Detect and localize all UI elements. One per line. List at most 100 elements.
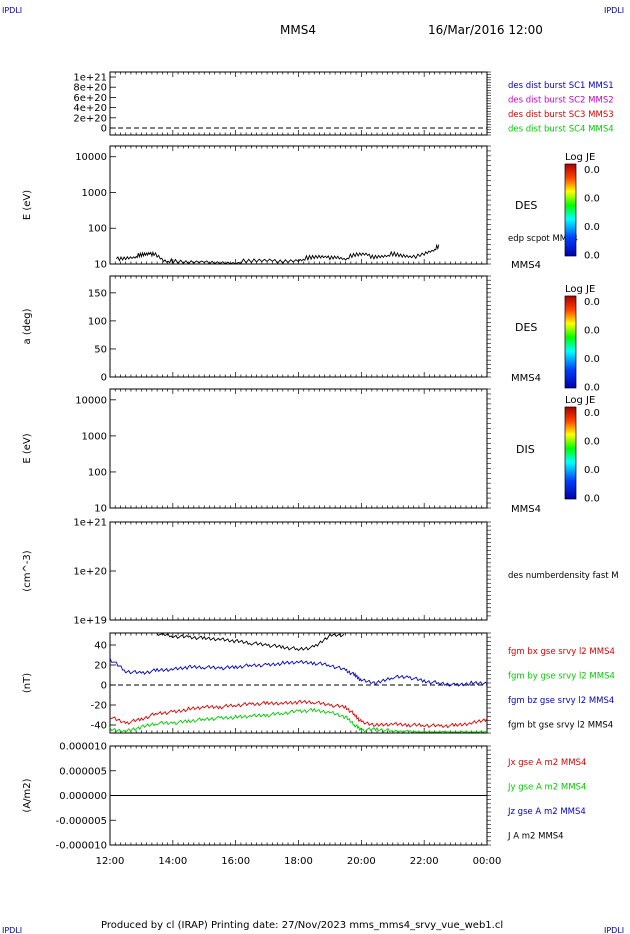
y-tick-label: 1e+20: [73, 567, 107, 578]
colorbar-tick-label: 0.0: [584, 408, 600, 419]
corner-label-tr: IPDLI: [604, 6, 624, 15]
legend-entry: Jx gse A m2 MMS4: [507, 758, 586, 768]
legend-entry: Jz gse A m2 MMS4: [507, 807, 586, 817]
colorbar-des-pitch: [564, 295, 577, 389]
y-tick-label: 1e+21: [73, 73, 107, 84]
fgm-series-line: [109, 658, 488, 687]
y-tick-label: 10: [94, 504, 107, 515]
y-tick-label: 4e+20: [73, 103, 107, 114]
colorbar-tick-label: 0.0: [584, 194, 600, 205]
legend-entry: des numberdensity fast M: [508, 571, 619, 581]
colorbar-title: Log JE: [565, 395, 595, 406]
y-tick-label: 20: [94, 661, 107, 672]
colorbar-tick-label: 0.0: [584, 165, 600, 176]
legend-entry: des dist burst SC2 MMS2: [508, 96, 614, 106]
panel-frame: [109, 145, 488, 265]
colorbar-des-energy: [564, 163, 577, 257]
y-tick-label: 0: [101, 681, 107, 692]
y-tick-label: 0: [101, 373, 107, 384]
y-axis-label-dis-energy: E (eV): [22, 433, 33, 463]
colorbar-title: Log JE: [565, 284, 595, 295]
colorbar-tick-label: 0.0: [584, 297, 600, 308]
y-tick-label: 1e+21: [73, 518, 107, 529]
colorbar-tick-label: 0.0: [584, 383, 600, 394]
y-tick-label: 100: [88, 224, 107, 235]
panel-label-des: DES: [515, 199, 537, 212]
x-tick-label: 00:00: [473, 856, 502, 867]
x-tick-label: 20:00: [347, 856, 376, 867]
sc-label: MMS4: [511, 260, 541, 271]
legend-entry: fgm bz gse srvy l2 MMS4: [508, 696, 614, 706]
y-tick-label: 1e+19: [73, 616, 107, 627]
colorbar-tick-label: 0.0: [584, 437, 600, 448]
x-tick-label: 22:00: [410, 856, 439, 867]
panel-frames: [109, 71, 491, 846]
legend-entry: fgm bx gse srvy l2 MMS4: [508, 647, 615, 657]
y-axis-label-fgm: (nT): [22, 673, 33, 693]
y-tick-label: -0.000010: [56, 841, 107, 852]
sc-label: MMS4: [511, 373, 541, 384]
y-tick-label: 1000: [82, 431, 107, 442]
y-tick-label: 10000: [75, 152, 107, 163]
panel-label-dis: DIS: [516, 443, 535, 456]
footer-credit: Produced by cl (IRAP) Printing date: 27/…: [101, 920, 503, 931]
corner-label-bl: IPDLI: [2, 926, 22, 934]
colorbar-tick-label: 0.0: [584, 354, 600, 365]
y-tick-label: 10: [94, 260, 107, 271]
fgm-series-line: [109, 699, 488, 729]
legend-entry: Jy gse A m2 MMS4: [507, 783, 586, 793]
colorbar-tick-label: 0.0: [584, 465, 600, 476]
datetime-title: 16/Mar/2016 12:00: [428, 23, 543, 37]
legend-entry: fgm bt gse srvy l2 MMS4: [508, 721, 613, 731]
colorbar-tick-label: 0.0: [584, 494, 600, 505]
sc-label: MMS4: [511, 504, 541, 515]
y-tick-label: 100: [88, 467, 107, 478]
y-tick-label: 0.000005: [59, 766, 107, 777]
colorbar-tick-label: 0.0: [584, 326, 600, 337]
x-tick-label: 18:00: [284, 856, 313, 867]
panel-frame: [109, 388, 488, 509]
corner-label-br: IPDLI: [604, 926, 624, 934]
spacecraft-title: MMS4: [280, 23, 316, 37]
panel-frame: [109, 71, 488, 136]
y-axis-label-pitch: a (deg): [22, 308, 33, 344]
y-tick-label: -40: [91, 721, 107, 732]
colorbar-tick-label: 0.0: [584, 222, 600, 233]
y-tick-label: 0.000010: [59, 742, 107, 753]
y-tick-label: 50: [94, 344, 107, 355]
y-tick-label: 1000: [82, 188, 107, 199]
legend-entry: des dist burst SC3 MMS3: [508, 110, 614, 120]
panels: 12:00 14:00 16:00 18:00 20:00 22:00 00:00 1e+21…: [22, 73, 619, 868]
colorbar-title: Log JE: [565, 152, 595, 163]
y-tick-label: 10000: [75, 395, 107, 406]
y-tick-label: 8e+20: [73, 83, 107, 94]
fgm-series-line: [156, 633, 345, 652]
y-tick-label: 6e+20: [73, 93, 107, 104]
y-axis-label-density: (cm^-3): [22, 550, 33, 591]
colorbar-tick-label: 0.0: [584, 251, 600, 262]
x-tick-label: 16:00: [221, 856, 250, 867]
legend-entry: des dist burst SC1 MMS1: [508, 81, 614, 91]
legend-entry: J A m2 MMS4: [507, 832, 564, 842]
y-tick-label: -20: [91, 701, 107, 712]
colorbar-dis-energy: [564, 406, 577, 500]
y-tick-label: 100: [88, 316, 107, 327]
panel-frame: [109, 521, 488, 621]
corner-label-tl: IPDLI: [2, 6, 22, 15]
y-tick-label: 40: [94, 641, 107, 652]
legend-entry: fgm by gse srvy l2 MMS4: [508, 672, 615, 682]
x-tick-label: 14:00: [158, 856, 187, 867]
scpot-line: [115, 243, 440, 265]
y-tick-label: 0: [101, 124, 107, 135]
panel-label-des-pitch: DES: [515, 321, 537, 334]
y-axis-label-energy: E (eV): [22, 190, 33, 220]
y-tick-label: 2e+20: [73, 113, 107, 124]
y-tick-label: -0.000005: [56, 816, 107, 827]
y-tick-label: 0.000000: [59, 791, 107, 802]
fgm-series-line: [109, 707, 488, 733]
y-tick-label: 150: [88, 288, 107, 299]
y-axis-label-current: (A/m2): [22, 778, 33, 812]
x-tick-label: 12:00: [96, 856, 125, 867]
panel-frame: [109, 275, 488, 378]
